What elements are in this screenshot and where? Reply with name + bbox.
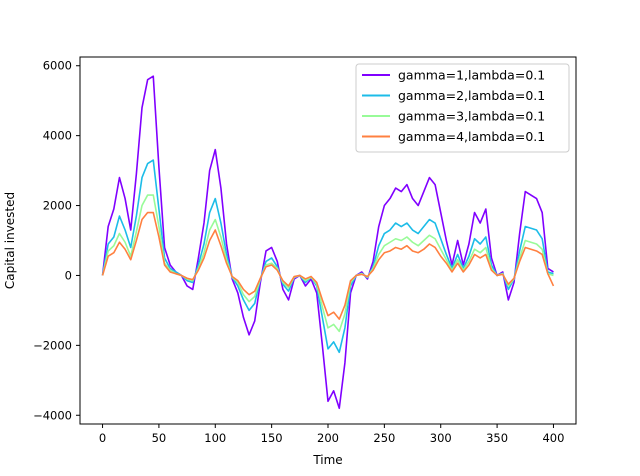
series-line-2: [101, 159, 554, 354]
x-axis-label: Time: [312, 453, 342, 467]
y-axis-label: Capital invested: [3, 192, 17, 289]
y-tick-label: −4000: [33, 408, 72, 422]
y-tick-label: 2000: [43, 199, 72, 213]
x-tick-label: 100: [204, 431, 226, 445]
y-tick-label: −2000: [33, 338, 72, 352]
legend: gamma=1,lambda=0.1 gamma=2,lambda=0.1 gamm…: [355, 63, 570, 153]
y-axis: −4000 −2000 0 2000 4000 6000: [33, 59, 80, 422]
legend-label: gamma=2,lambda=0.1: [398, 88, 545, 103]
x-tick-label: 0: [99, 431, 106, 445]
x-tick-label: 300: [430, 431, 452, 445]
x-tick-label: 400: [542, 431, 564, 445]
x-axis: 0 50 100 150 200 250 300 350 400: [99, 424, 564, 445]
y-tick-label: 4000: [43, 129, 72, 143]
x-tick-label: 150: [261, 431, 283, 445]
x-tick-label: 250: [373, 431, 395, 445]
x-tick-label: 50: [152, 431, 167, 445]
x-tick-label: 350: [486, 431, 508, 445]
legend-label: gamma=3,lambda=0.1: [398, 109, 545, 124]
series-line-4: [101, 211, 555, 320]
legend-label: gamma=1,lambda=0.1: [398, 68, 545, 83]
series-layer: [101, 75, 555, 410]
y-tick-label: 6000: [43, 59, 72, 73]
legend-box: [355, 63, 570, 153]
legend-label: gamma=4,lambda=0.1: [398, 129, 545, 144]
x-tick-label: 200: [317, 431, 339, 445]
y-tick-label: 0: [65, 268, 72, 282]
